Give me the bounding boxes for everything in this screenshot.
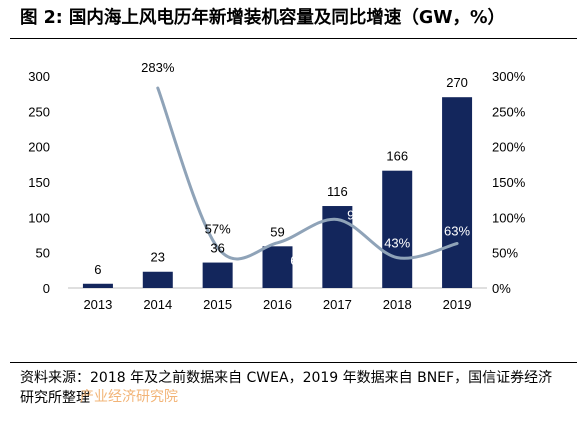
x-tick-label: 2016: [263, 297, 292, 312]
x-tick-label: 2014: [143, 297, 172, 312]
y-right-tick-label: 100%: [492, 210, 526, 225]
bar: [202, 262, 233, 288]
bar-value-label: 23: [151, 250, 165, 265]
source-rule: [10, 362, 577, 363]
x-tick-label: 2017: [323, 297, 352, 312]
bar: [382, 170, 413, 288]
line-value-label: 57%: [205, 222, 231, 237]
bar-value-label: 59: [270, 224, 284, 239]
y-left-tick-label: 250: [28, 104, 50, 119]
y-left-tick-label: 0: [43, 281, 50, 296]
watermark: 产业经济研究院: [80, 389, 178, 405]
title-rule: [10, 38, 577, 39]
x-tick-label: 2013: [83, 297, 112, 312]
y-left-tick-label: 100: [28, 210, 50, 225]
y-left-tick-label: 150: [28, 175, 50, 190]
y-right-tick-label: 250%: [492, 104, 526, 119]
line-value-label: 43%: [384, 236, 410, 251]
figure-title: 图 2: 国内海上风电历年新增装机容量及同比增速（GW，%）: [20, 8, 506, 28]
bar-value-label: 270: [446, 75, 468, 90]
bar-value-label: 6: [94, 262, 101, 277]
bar: [82, 283, 113, 288]
bar-value-label: 166: [386, 149, 408, 164]
y-right-tick-label: 50%: [492, 246, 518, 261]
source-note: 资料来源：2018 年及之前数据来自 CWEA，2019 年数据来自 BNEF，…: [20, 370, 553, 406]
line-value-label: 283%: [141, 60, 175, 75]
bar: [262, 246, 293, 288]
line-value-label: 63%: [444, 223, 470, 238]
bar: [442, 97, 473, 288]
y-right-tick-label: 300%: [492, 69, 526, 84]
y-left-tick-label: 200: [28, 140, 50, 155]
y-right-tick-label: 0%: [492, 281, 511, 296]
y-right-tick-label: 150%: [492, 175, 526, 190]
growth-rate-line: [156, 86, 459, 261]
bar: [142, 271, 173, 288]
y-left-tick-label: 300: [28, 69, 50, 84]
bar-value-label: 116: [327, 184, 348, 199]
x-tick-label: 2018: [383, 297, 412, 312]
chart: 0 50 100 150 200 250 300 0% 50% 100% 150% 200% 250% 3…: [28, 60, 526, 312]
line-value-label: 64: [290, 253, 304, 268]
x-tick-label: 2019: [443, 297, 472, 312]
y-right-tick-label: 200%: [492, 140, 526, 155]
line-value-label: 97: [347, 207, 361, 222]
bar-value-label: 36: [210, 241, 224, 256]
y-left-tick-label: 50: [36, 246, 50, 261]
x-tick-label: 2015: [203, 297, 232, 312]
